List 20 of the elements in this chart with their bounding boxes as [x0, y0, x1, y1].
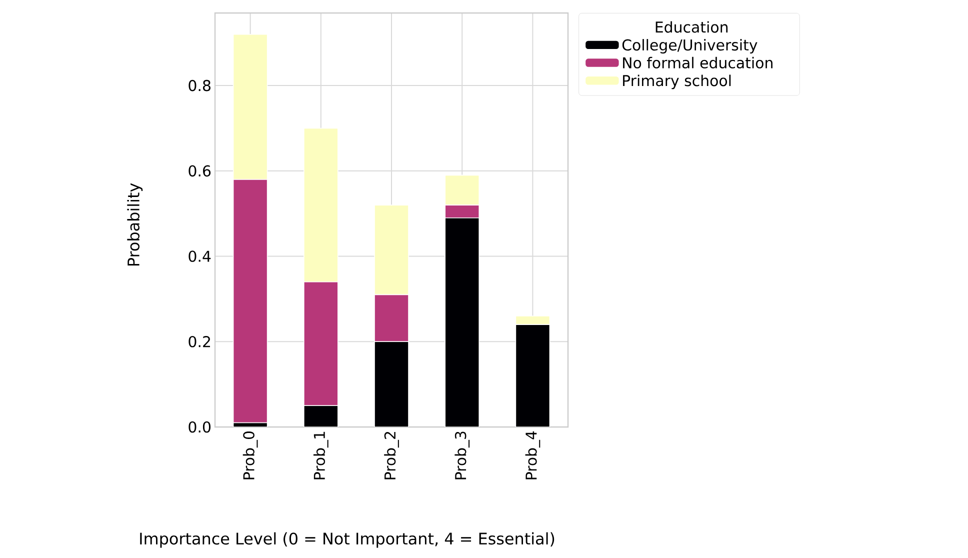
x-axis-title: Importance Level (0 = Not Important, 4 = Essential): [140, 532, 554, 548]
x-tick-label: Prob_0: [242, 431, 258, 480]
y-tick-label: 0.0: [188, 421, 210, 433]
y-tick-label: 0.6: [188, 165, 211, 177]
legend-label: Primary school: [623, 74, 731, 90]
bar: [374, 341, 409, 427]
y-tick-label: 0.8: [188, 80, 210, 92]
x-tick-label: Prob_2: [384, 432, 399, 480]
legend-label: No formal education: [623, 56, 772, 68]
bar: [444, 217, 480, 427]
y-axis-title: Probability: [127, 183, 143, 266]
legend-label: College/University: [622, 39, 758, 54]
y-tick-label: 0.4: [188, 250, 211, 262]
bar: [515, 324, 550, 427]
y-tick-label: 0.2: [188, 336, 210, 348]
x-tick-label: Prob_1: [313, 432, 328, 480]
legend-title: Education: [656, 21, 728, 33]
bar: [304, 405, 338, 427]
x-tick-label: Prob_4: [525, 431, 540, 480]
x-tick-label: Prob_3: [454, 432, 470, 480]
